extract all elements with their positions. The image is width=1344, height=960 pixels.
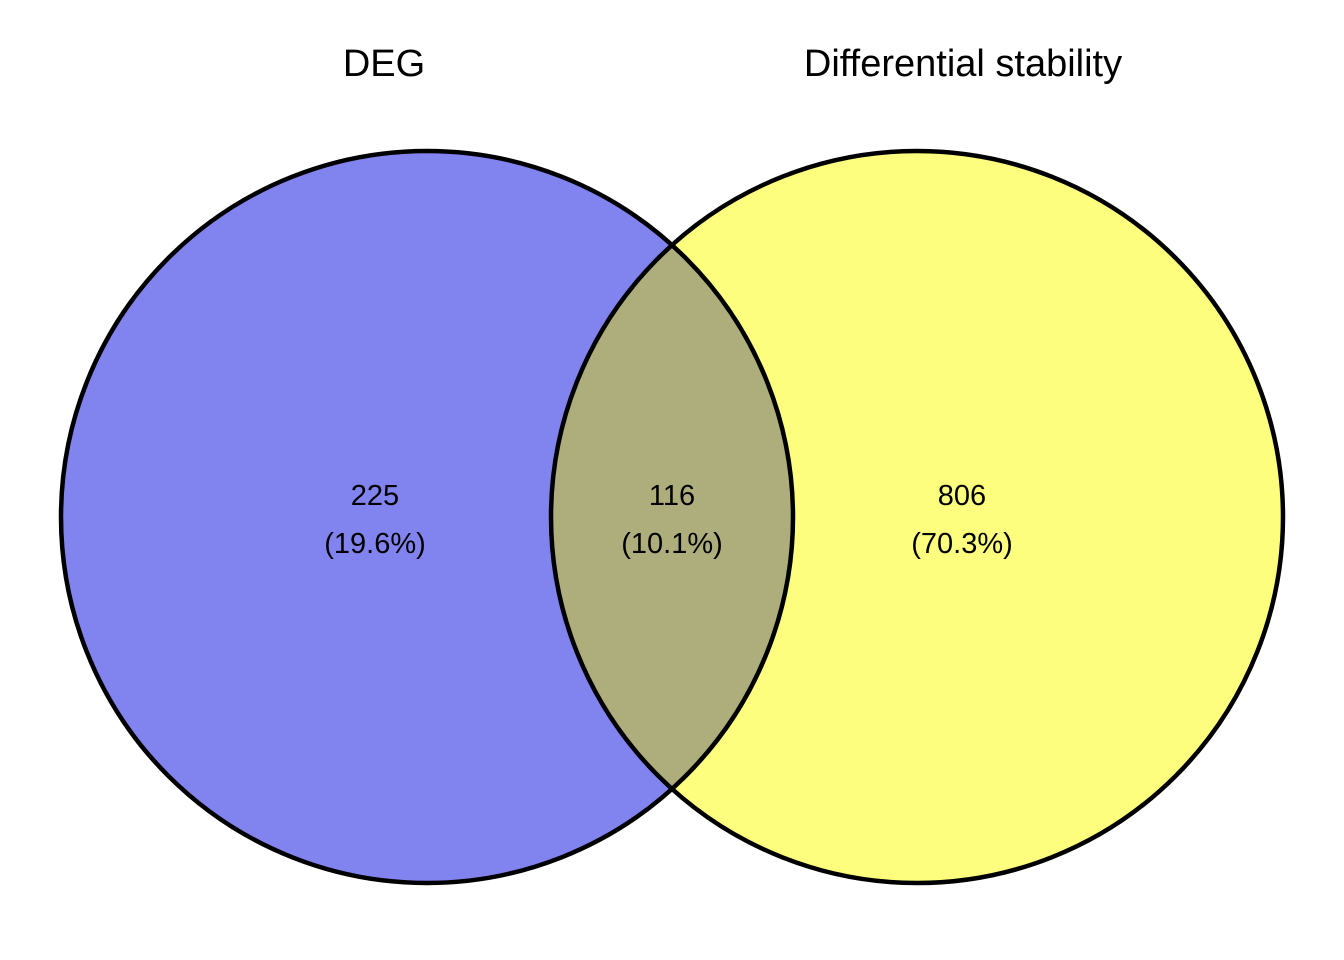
venn-left-circle-outline — [58, 148, 796, 886]
region-count-intersection: 116 — [649, 480, 695, 512]
venn-right-circle-outline — [548, 148, 1286, 886]
region-percent-deg-only: (19.6%) — [324, 528, 426, 560]
region-count-differential-stability-only: 806 — [938, 480, 986, 512]
venn-intersection-fill — [551, 245, 793, 789]
region-count-deg-only: 225 — [351, 480, 399, 512]
set-label-differential-stability: Differential stability — [804, 43, 1122, 85]
region-percent-intersection: (10.1%) — [621, 528, 723, 560]
region-percent-differential-stability-only: (70.3%) — [911, 528, 1013, 560]
set-label-deg: DEG — [343, 43, 425, 85]
